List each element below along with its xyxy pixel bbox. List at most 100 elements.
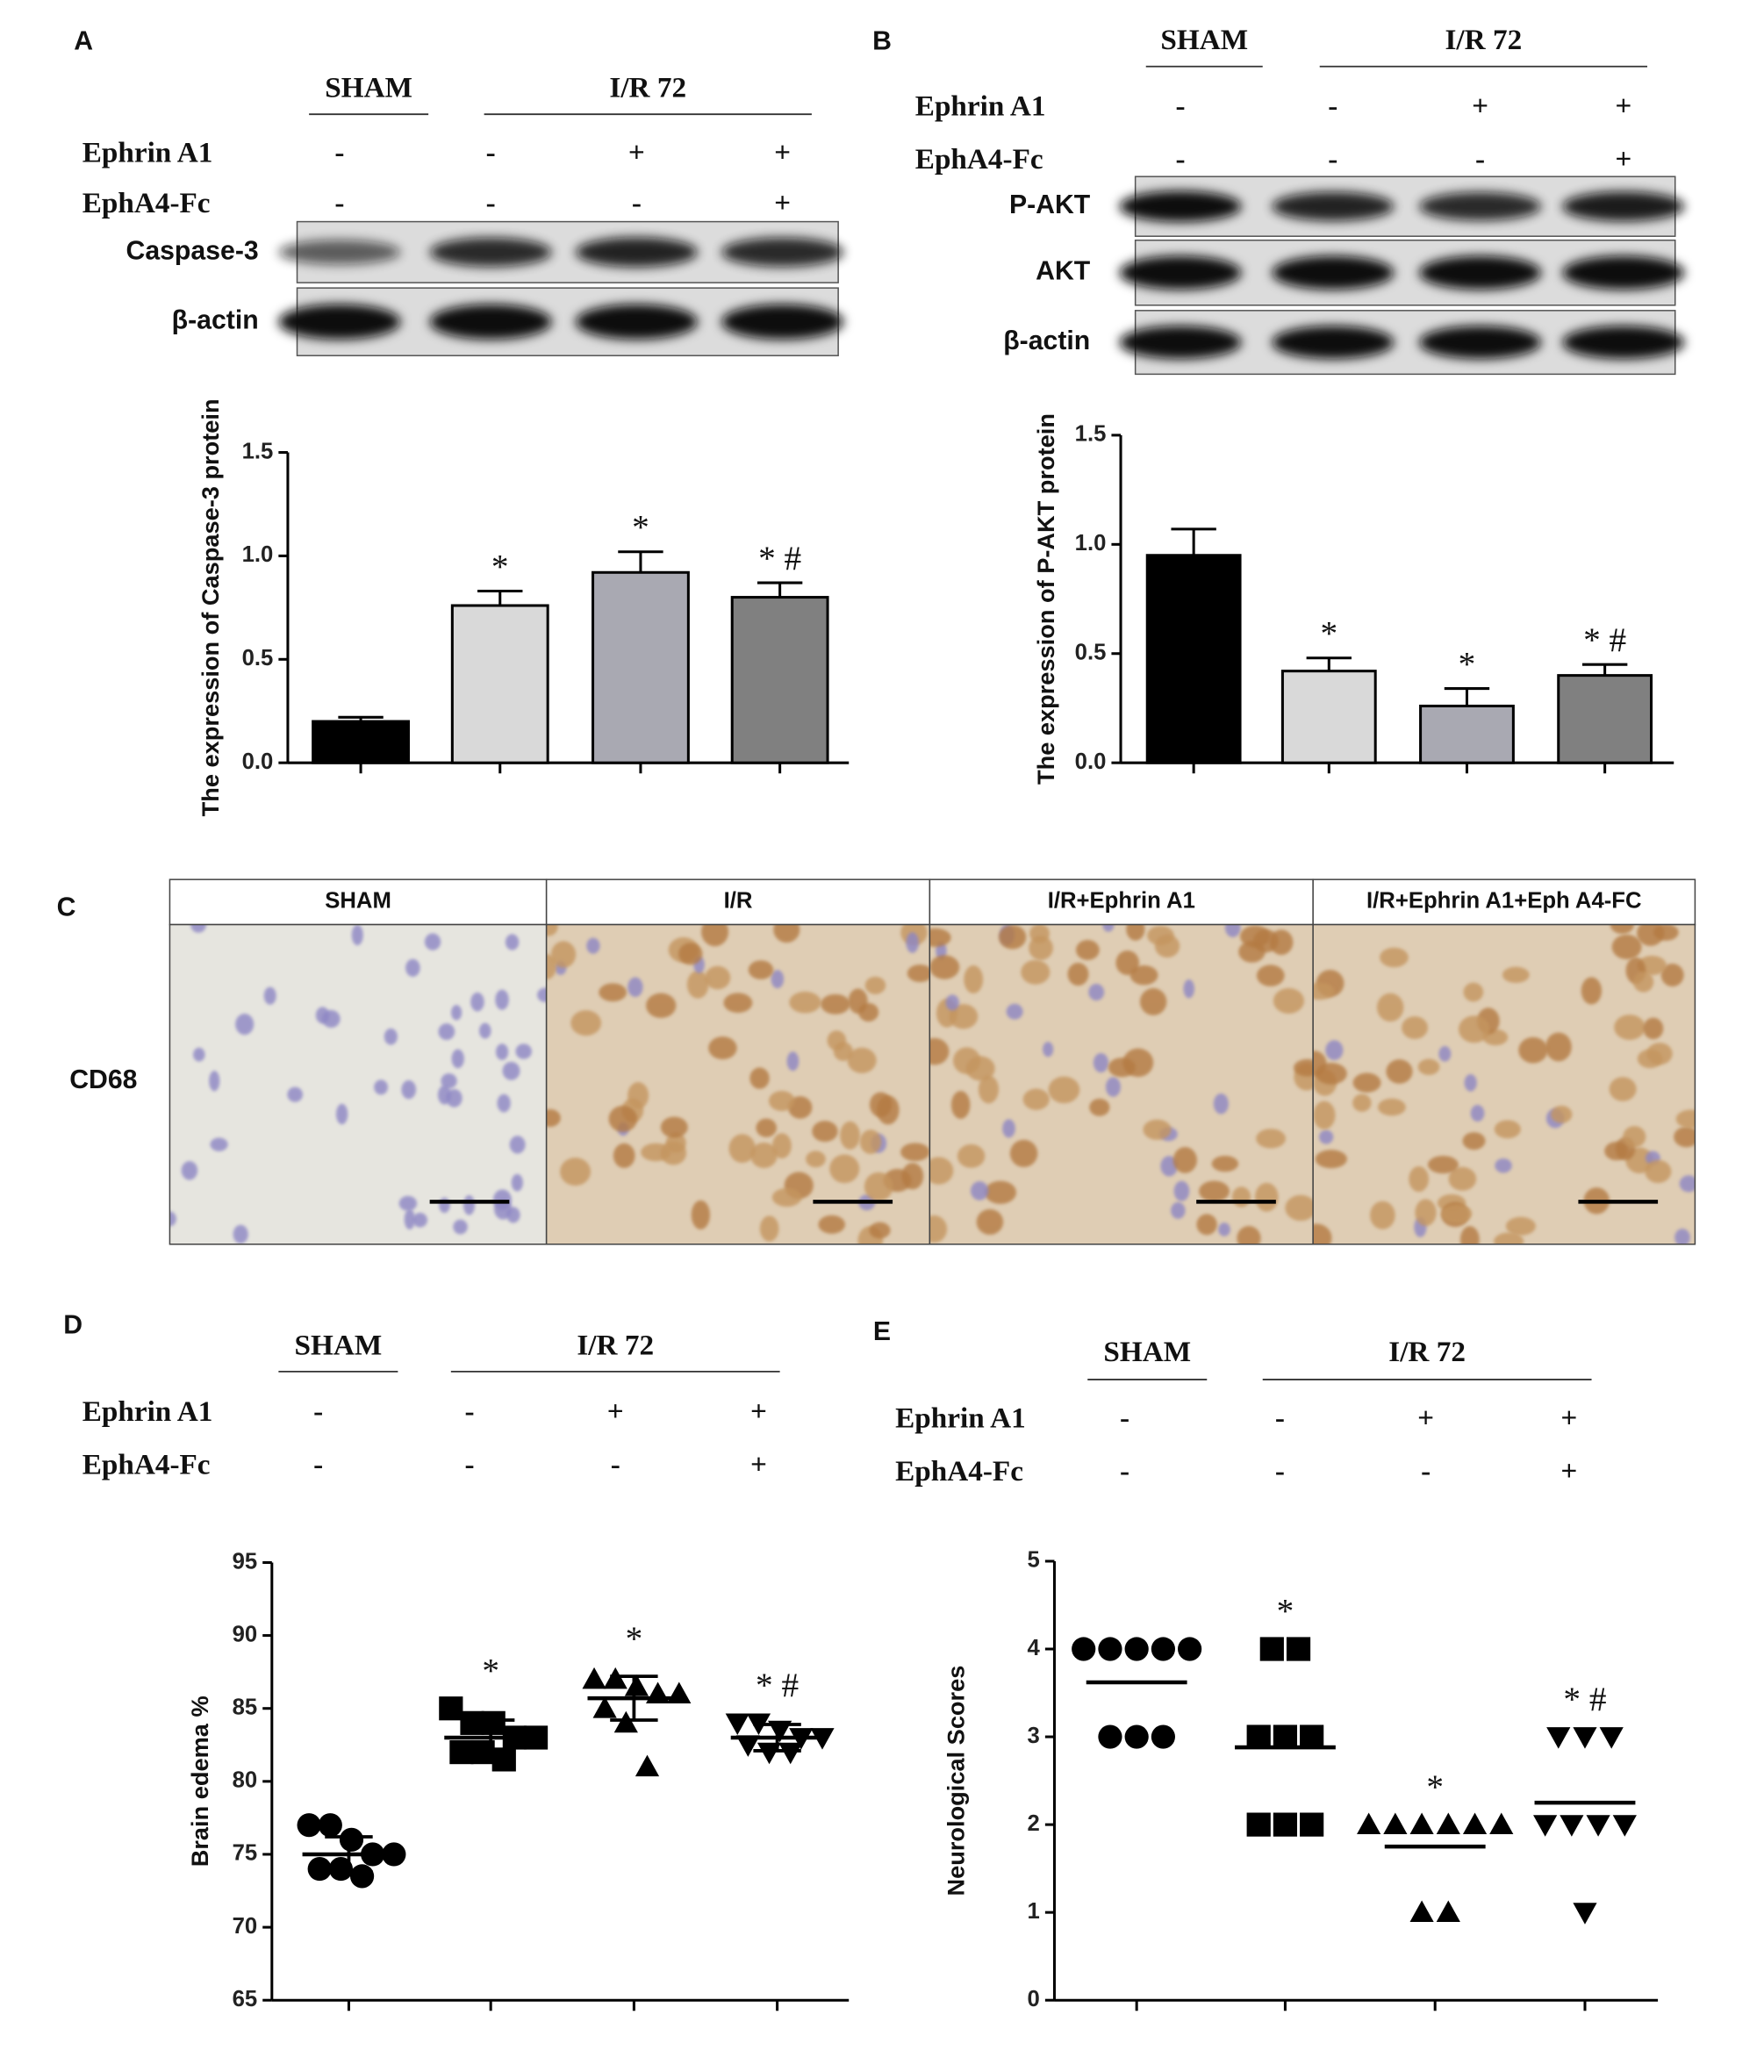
point — [1573, 1727, 1597, 1749]
cell — [1126, 924, 1145, 941]
cell — [1458, 1015, 1490, 1043]
cell — [1213, 1093, 1229, 1115]
cell — [1674, 1229, 1690, 1244]
treatment-mark: + — [774, 137, 791, 169]
point — [757, 1742, 782, 1765]
treatment-mark: - — [1475, 143, 1485, 176]
blot-band — [1272, 255, 1395, 290]
cell — [1463, 982, 1484, 1002]
annotation: * # — [758, 540, 801, 577]
cell — [1380, 947, 1409, 968]
treatment-mark: - — [1175, 143, 1185, 176]
treatment-mark: + — [1417, 1402, 1434, 1434]
cell — [833, 1042, 853, 1061]
cell — [1319, 1129, 1334, 1144]
cell — [613, 1143, 635, 1168]
cell — [453, 1219, 468, 1235]
cell — [193, 1047, 205, 1062]
y-tick-label: 80 — [233, 1768, 258, 1793]
cell — [1438, 1046, 1452, 1062]
blot-band — [575, 237, 698, 268]
y-tick-label: 75 — [233, 1841, 258, 1866]
panel-letter: D — [63, 1310, 82, 1339]
point — [1273, 1724, 1298, 1749]
treatment-mark: - — [1328, 143, 1337, 176]
micrograph — [169, 924, 547, 1244]
cell — [829, 1154, 860, 1184]
point — [307, 1856, 332, 1882]
cell — [1502, 966, 1530, 984]
y-tick-label: 2 — [1028, 1811, 1040, 1836]
point — [1151, 1724, 1175, 1749]
annotation: * — [1277, 1593, 1294, 1631]
point — [1533, 1815, 1558, 1837]
cell — [750, 1142, 778, 1169]
y-tick-label: 1 — [1028, 1899, 1040, 1924]
point — [318, 1813, 342, 1838]
treatment-label: Ephrin A1 — [915, 90, 1046, 123]
treatment-mark: - — [486, 187, 496, 219]
point — [635, 1754, 660, 1777]
cell — [1294, 1058, 1314, 1077]
cell — [728, 1134, 756, 1164]
cell — [1462, 1132, 1486, 1151]
y-tick-label: 0.5 — [242, 646, 274, 670]
cell — [412, 1212, 427, 1228]
annotation: * — [1426, 1768, 1444, 1806]
cell — [1172, 1147, 1197, 1173]
point — [1273, 1812, 1298, 1837]
cell — [1313, 982, 1335, 1000]
cell — [976, 1208, 1004, 1235]
cell — [1224, 924, 1241, 938]
cell — [1633, 971, 1654, 993]
cell — [1518, 1036, 1548, 1064]
cell — [708, 1036, 737, 1060]
cell — [1378, 1098, 1406, 1116]
cell — [505, 934, 520, 950]
cell — [864, 976, 886, 994]
point — [297, 1813, 321, 1838]
treatment-mark: + — [774, 187, 791, 219]
treatment-mark: - — [464, 1395, 474, 1428]
point — [1098, 1637, 1122, 1661]
cell — [1252, 929, 1279, 953]
point — [1072, 1637, 1096, 1661]
cell — [1623, 1126, 1646, 1148]
cell — [497, 1093, 511, 1113]
y-tick-label: 3 — [1028, 1724, 1040, 1748]
annotation: * — [1459, 645, 1476, 683]
blot-band — [429, 304, 552, 340]
cell — [451, 1049, 464, 1069]
point — [1259, 1637, 1284, 1661]
treatment-mark: - — [334, 187, 344, 219]
group-label: I/R 72 — [1388, 1336, 1466, 1368]
point — [1546, 1727, 1571, 1749]
cell — [1609, 1077, 1637, 1101]
band-label: β-actin — [172, 306, 259, 335]
cell — [929, 955, 960, 979]
blot-band — [1272, 191, 1395, 221]
cell — [929, 928, 951, 947]
cell — [502, 1061, 520, 1080]
point — [1383, 1812, 1408, 1834]
treatment-label: EphA4-Fc — [915, 143, 1043, 176]
cell — [1417, 1058, 1440, 1075]
band-label: Caspase-3 — [126, 236, 259, 265]
cell — [1402, 1016, 1429, 1039]
cell — [1675, 1109, 1696, 1129]
cell — [537, 987, 547, 1002]
treatment-mark: - — [1275, 1455, 1285, 1488]
cell — [1237, 1226, 1261, 1244]
cell — [209, 1071, 220, 1092]
cell — [1470, 1105, 1485, 1122]
blot-band — [1272, 326, 1395, 359]
cell — [1218, 1222, 1230, 1237]
cell — [1021, 959, 1051, 985]
bar — [1419, 704, 1515, 764]
cell — [759, 1215, 779, 1242]
cell — [1494, 1120, 1521, 1139]
y-axis-label: The expression of P-AKT protein — [1032, 413, 1059, 785]
annotation: * — [632, 509, 649, 547]
cell — [1147, 925, 1174, 945]
cell — [495, 1043, 509, 1061]
